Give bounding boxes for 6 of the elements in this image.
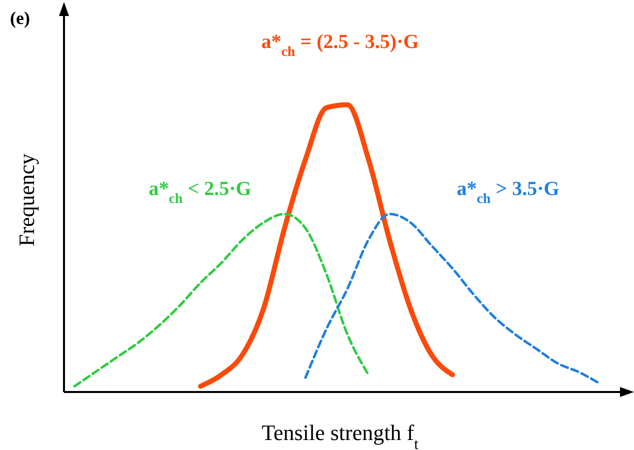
text: a*$_{ch}$ > 3.5·G [456, 178, 560, 206]
text: a*$_{ch}$ = (2.5 - 3.5)·G [261, 31, 420, 60]
y-axis-title: Frequency [14, 154, 39, 246]
x-axis-title: Tensile strength f$_{t}$ [262, 420, 420, 450]
text: (e) [10, 8, 30, 28]
series-label: a*$_{ch}$ < 2.5·G [148, 178, 252, 206]
